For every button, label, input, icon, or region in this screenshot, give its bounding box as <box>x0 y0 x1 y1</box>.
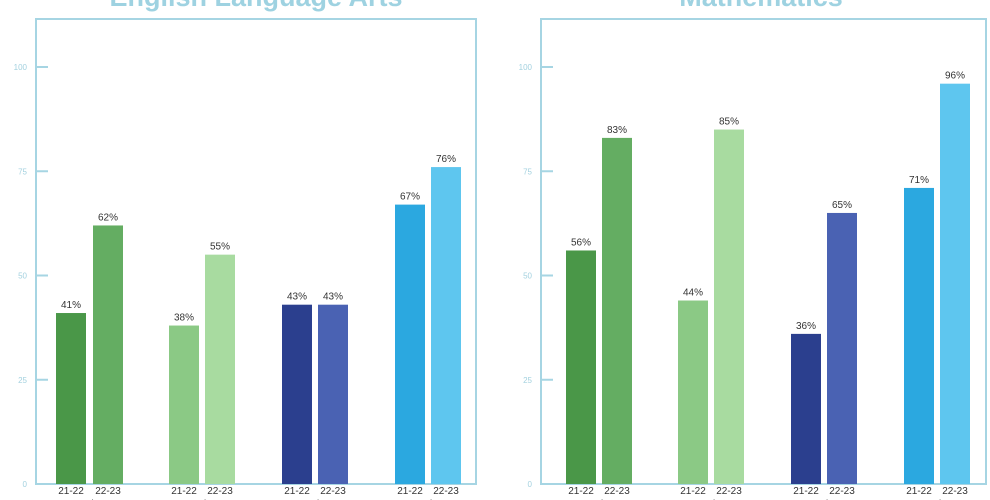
ela-ytick-label-50: 50 <box>18 272 27 281</box>
ela-data-label-7: 67% <box>400 192 420 203</box>
math-category-label-5: 21-22 <box>793 486 819 497</box>
math-data-label-2: 83% <box>607 125 627 136</box>
ela-bar-1 <box>56 313 86 484</box>
ela-data-label-4: 55% <box>210 242 230 253</box>
math-bar-1 <box>566 250 596 484</box>
math-bar-7 <box>904 187 934 484</box>
ela-ytick-label-25: 25 <box>18 376 27 385</box>
ela-data-label-2: 62% <box>98 212 118 223</box>
ela-category-label-5: 21-22 <box>284 486 310 497</box>
ela-bar-6 <box>318 304 348 484</box>
math-data-label-8: 96% <box>945 71 965 82</box>
math-ytick-label-25: 25 <box>523 376 532 385</box>
math-data-label-7: 71% <box>909 175 929 186</box>
ela-data-label-5: 43% <box>287 292 307 303</box>
math-data-label-6: 65% <box>832 200 852 211</box>
ela-ytick-label-100: 100 <box>14 63 28 72</box>
math-category-label-6: 22-23 <box>829 486 855 497</box>
ela-bar-4 <box>205 254 235 484</box>
math-ytick-label-75: 75 <box>523 167 532 176</box>
math-bar-2 <box>602 137 632 484</box>
math-bar-4 <box>714 129 744 485</box>
ela-bar-5 <box>282 304 312 484</box>
math-ytick-label-0: 0 <box>528 480 533 489</box>
chart-title-ela: English Language Arts <box>36 0 476 13</box>
math-bar-6 <box>827 212 857 484</box>
ela-bar-8 <box>431 167 461 484</box>
math-bar-5 <box>791 333 821 484</box>
ela-bar-2 <box>93 225 123 484</box>
ela-data-label-6: 43% <box>323 292 343 303</box>
math-data-label-3: 44% <box>683 288 703 299</box>
math-category-label-2: 22-23 <box>604 486 630 497</box>
math-category-label-3: 21-22 <box>680 486 706 497</box>
ela-data-label-1: 41% <box>61 300 81 311</box>
ela-category-label-6: 22-23 <box>320 486 346 497</box>
ela-category-label-3: 21-22 <box>171 486 197 497</box>
chart-title-math: Mathematics <box>541 0 981 13</box>
ela-category-label-2: 22-23 <box>95 486 121 497</box>
math-data-label-5: 36% <box>796 321 816 332</box>
math-plot-frame <box>540 18 987 485</box>
ela-data-label-3: 38% <box>174 313 194 324</box>
math-bar-3 <box>678 300 708 484</box>
ela-plot-frame <box>35 18 477 485</box>
ela-bar-7 <box>395 204 425 485</box>
math-category-label-8: 22-23 <box>942 486 968 497</box>
ela-ytick-label-75: 75 <box>18 167 27 176</box>
ela-category-label-1: 21-22 <box>58 486 84 497</box>
ela-category-label-4: 22-23 <box>207 486 233 497</box>
math-bar-8 <box>940 83 970 485</box>
math-category-label-4: 22-23 <box>716 486 742 497</box>
math-data-label-1: 56% <box>571 237 591 248</box>
ela-category-label-7: 21-22 <box>397 486 423 497</box>
math-ytick-label-100: 100 <box>519 63 533 72</box>
ela-data-label-8: 76% <box>436 154 456 165</box>
math-category-label-7: 21-22 <box>906 486 932 497</box>
ela-bar-3 <box>169 325 199 484</box>
ela-ytick-label-0: 0 <box>23 480 28 489</box>
ela-category-label-8: 22-23 <box>433 486 459 497</box>
math-category-label-1: 21-22 <box>568 486 594 497</box>
math-ytick-label-50: 50 <box>523 272 532 281</box>
math-data-label-4: 85% <box>719 117 739 128</box>
